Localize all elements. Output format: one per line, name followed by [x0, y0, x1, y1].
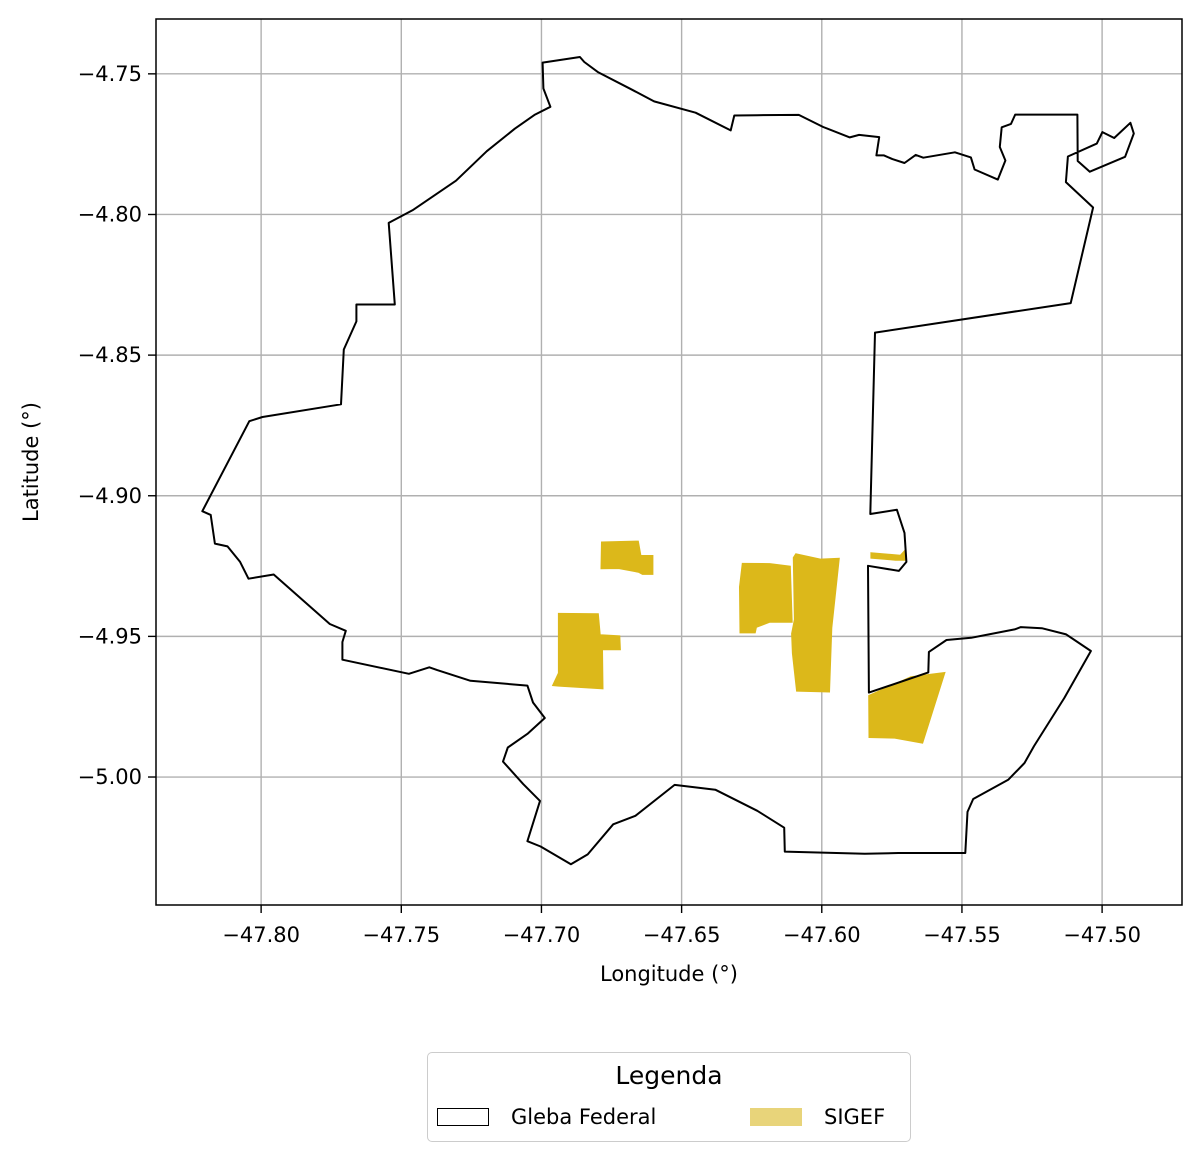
x-tick-label: −47.50: [1063, 923, 1141, 947]
x-tick-label: −47.70: [503, 923, 581, 947]
y-tick-label: −4.80: [78, 202, 142, 226]
gleba-federal-boundary: [201, 56, 1135, 866]
x-tick-label: −47.65: [643, 923, 721, 947]
sigef-parcel: [551, 612, 621, 690]
x-tick-label: −47.80: [222, 923, 300, 947]
legend-item-sigef: SIGEF: [750, 1105, 885, 1129]
y-axis-ticks: −4.75 −4.80 −4.85 −4.90 −4.95 −5.00: [78, 62, 156, 789]
x-tick-label: −47.60: [783, 923, 861, 947]
legend-item-gleba-federal: Gleba Federal: [437, 1105, 656, 1129]
grid-lines: [156, 19, 1182, 905]
sigef-parcels: [551, 540, 946, 744]
y-tick-label: −5.00: [78, 765, 142, 789]
plot-frame: [155, 18, 1183, 906]
x-axis-title: Longitude (°): [600, 962, 738, 986]
legend-title: Legenda: [615, 1061, 723, 1090]
y-axis-title: Latitude (°): [19, 402, 43, 522]
sigef-parcel: [600, 540, 654, 575]
map-chart: −47.80 −47.75 −47.70 −47.65 −47.60 −47.55 −47.…: [19, 18, 1183, 986]
sigef-parcel: [738, 562, 793, 634]
x-axis-ticks: −47.80 −47.75 −47.70 −47.65 −47.60 −47.55 −47.…: [222, 905, 1141, 947]
sigef-parcel: [868, 671, 946, 744]
gleba-federal-swatch: [437, 1108, 489, 1126]
legend-label-sigef: SIGEF: [824, 1105, 886, 1129]
legend: Legenda Gleba Federal SIGEF: [427, 1052, 911, 1142]
y-tick-label: −4.85: [78, 343, 142, 367]
x-tick-label: −47.75: [362, 923, 440, 947]
sigef-swatch: [750, 1108, 802, 1126]
y-tick-label: −4.95: [78, 624, 142, 648]
x-tick-label: −47.55: [923, 923, 1001, 947]
y-tick-label: −4.75: [78, 62, 142, 86]
y-tick-label: −4.90: [78, 484, 142, 508]
sigef-parcel: [791, 553, 840, 693]
legend-label-gleba-federal: Gleba Federal: [511, 1105, 657, 1129]
sigef-parcel: [870, 549, 907, 561]
